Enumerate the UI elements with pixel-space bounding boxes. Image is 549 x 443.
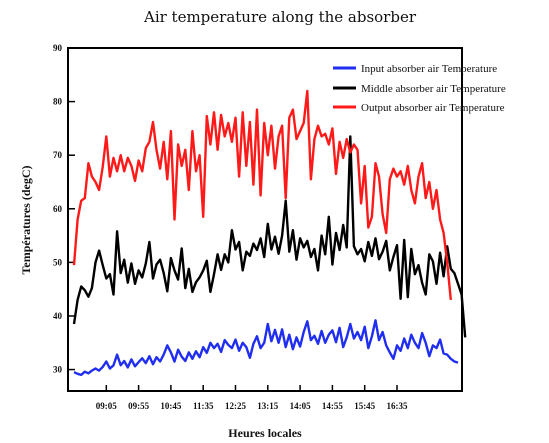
x-tick-label: 14:05: [290, 401, 311, 411]
legend-label-middle: Middle absorber air Temperature: [361, 83, 506, 95]
x-tick-label: 15:45: [354, 401, 375, 411]
y-tick-label: 80: [53, 97, 63, 107]
x-tick-label: 09:05: [96, 401, 117, 411]
plot-border: [67, 47, 463, 392]
x-tick-label: 12:25: [225, 401, 246, 411]
series-layer: [72, 89, 467, 377]
y-axis-label: Températures (degC): [19, 166, 33, 275]
x-tick-label: 13:15: [257, 401, 278, 411]
y-tick-label: 50: [53, 257, 63, 267]
series-line-middle: [72, 135, 467, 338]
x-tick-label: 10:45: [160, 401, 181, 411]
legend-label-output: Output absorber air Temperature: [361, 102, 505, 114]
chart-title: Air temperature along the absorber: [143, 8, 417, 26]
x-axis-label: Heures locales: [228, 426, 302, 440]
y-axis: 30 40 50 60 70 80 90: [53, 43, 75, 375]
y-tick-label: 60: [53, 204, 63, 214]
x-tick-label: 11:35: [193, 401, 214, 411]
plot-area: [67, 47, 463, 392]
series-line-output: [72, 89, 452, 301]
legend: Input absorber air Temperature Middle ab…: [333, 63, 506, 114]
y-tick-label: 30: [53, 365, 63, 375]
x-tick-label: 16:35: [386, 401, 407, 411]
x-tick-label: 14:55: [322, 401, 343, 411]
y-tick-label: 90: [53, 43, 63, 53]
x-axis: 09:05 09:55 10:45 11:35 12:25 13:15 14:05 14:55…: [96, 385, 408, 411]
x-tick-label: 09:55: [128, 401, 149, 411]
series-line-input: [73, 319, 459, 377]
y-tick-label: 70: [53, 150, 63, 160]
legend-label-input: Input absorber air Temperature: [361, 63, 497, 75]
y-tick-label: 40: [53, 311, 63, 321]
